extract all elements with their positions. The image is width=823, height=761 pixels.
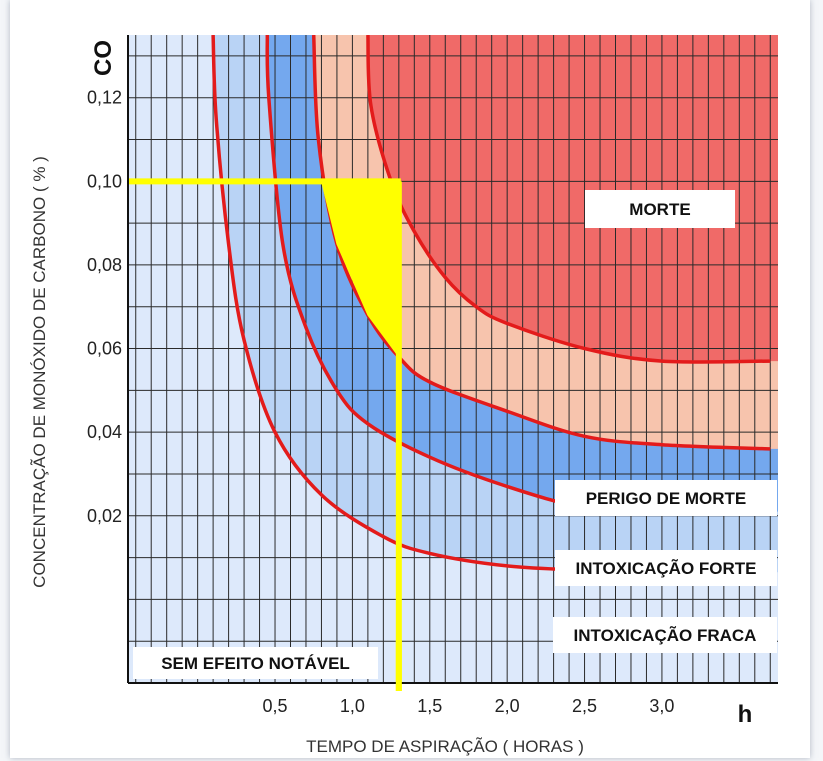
label-morte-box [585,190,735,228]
label-morte: MORTE [585,190,735,228]
y-tick-label: 0,10 [87,171,122,191]
label-intoxicacao-forte-text: INTOXICAÇÃO FORTE [575,558,756,578]
zone-fill-morte [367,35,778,363]
y-axis-title: CONCENTRAÇÃO DE MONÓXIDO DE CARBONO ( % … [30,156,49,588]
x-tick-label: 2,0 [495,696,520,716]
label-sem-efeito-box [133,647,378,679]
label-sem-efeito: SEM EFEITO NOTÁVEL [133,647,378,679]
label-intoxicacao-forte: INTOXICAÇÃO FORTE [555,550,777,586]
y-tick-label: 0,06 [87,339,122,359]
x-axis-title: TEMPO DE ASPIRAÇÃO ( HORAS ) [306,737,584,756]
y-tick-label: 0,04 [87,422,122,442]
label-intoxicacao-fraca: INTOXICAÇÃO FRACA [553,617,777,653]
x-tick-label: 1,0 [340,696,365,716]
y-tick-label: 0,02 [87,506,122,526]
y-tick-label: 0,08 [87,255,122,275]
x-tick-label: 0,5 [263,696,288,716]
label-intoxicacao-fraca-box [553,617,777,653]
label-morte-text: MORTE [629,200,690,219]
x-tick-label: 3,0 [649,696,674,716]
boundary-curve-3 [311,35,771,451]
label-sem-efeito-text: SEM EFEITO NOTÁVEL [161,654,350,673]
label-intoxicacao-fraca-text: INTOXICAÇÃO FRACA [574,625,757,645]
x-tick-label: 2,5 [572,696,597,716]
label-perigo-de-morte-text: PERIGO DE MORTE [586,489,747,508]
y-tick-label: 0,12 [87,88,122,108]
label-perigo-de-morte-box [555,480,777,516]
label-intoxicacao-forte-box [555,550,777,586]
boundary-curve-4 [366,35,771,364]
y-unit-label: CO [90,40,117,76]
x-unit-label: h [738,701,753,728]
x-tick-label: 1,5 [417,696,442,716]
label-perigo-de-morte: PERIGO DE MORTE [555,480,777,516]
